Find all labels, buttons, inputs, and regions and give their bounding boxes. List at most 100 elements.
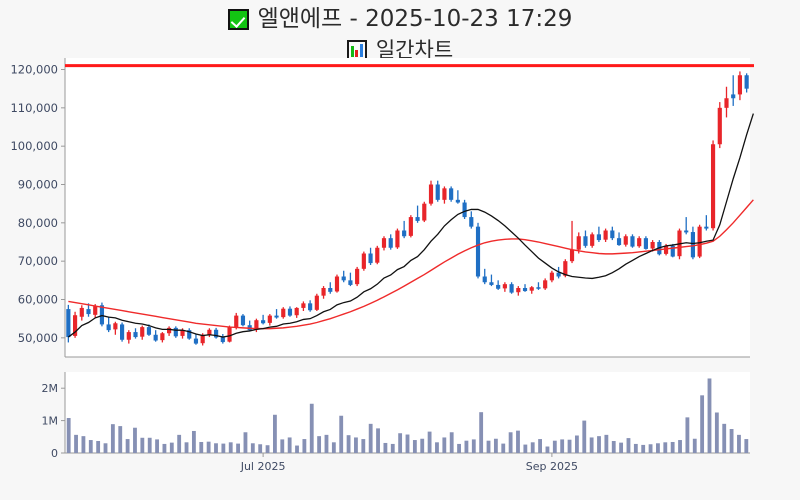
volume-bar [214, 443, 218, 453]
volume-bar [147, 437, 152, 453]
volume-bar [523, 444, 528, 453]
volume-bar [309, 403, 314, 453]
check-icon [227, 8, 249, 30]
title-row: 엘앤에프 - 2025-10-23 17:29 [0, 4, 800, 34]
candle-body [449, 188, 454, 200]
candle-body [227, 327, 232, 342]
candle-body [240, 315, 246, 326]
volume-bar [442, 437, 447, 453]
price-y-tick-label: 120,000 [10, 63, 58, 77]
volume-bar [737, 434, 741, 453]
candle-body [543, 280, 548, 289]
candle-body [200, 334, 205, 344]
candle-body [153, 334, 158, 341]
candle-body [267, 315, 272, 323]
volume-bar [449, 432, 454, 453]
volume-bar [597, 436, 601, 453]
volume-bar [74, 434, 78, 453]
candle-body [193, 338, 199, 344]
volume-bar [479, 412, 484, 453]
price-y-tick-label: 90,000 [18, 178, 58, 192]
candle-body [408, 217, 413, 236]
volume-bar [96, 441, 101, 453]
volume-bar [714, 412, 719, 453]
volume-bar [361, 439, 366, 453]
candle-body [133, 332, 138, 338]
candle-body [596, 234, 601, 241]
volume-bar [457, 443, 461, 453]
volume-y-tick-label: 2M [42, 382, 59, 395]
candle-body [187, 330, 192, 339]
price-y-tick-label: 50,000 [18, 331, 58, 345]
volume-bar [538, 439, 542, 453]
volume-bar [700, 395, 705, 453]
candle-body [274, 315, 279, 318]
candle-body [724, 98, 729, 108]
volume-bar [567, 439, 572, 453]
volume-bar [648, 444, 653, 453]
volume-bar [552, 440, 557, 453]
volume-bar [604, 434, 609, 453]
candle-body [744, 75, 749, 89]
candle-body [261, 320, 266, 324]
volume-bar [331, 442, 336, 453]
candle-body [368, 253, 373, 264]
volume-bar [155, 439, 159, 453]
candle-body [415, 217, 420, 221]
volume-bar [574, 435, 579, 453]
volume-bar [412, 440, 417, 453]
candle-body [113, 323, 118, 330]
candle-body [314, 295, 319, 310]
volume-bar [228, 442, 233, 453]
volume-bar [110, 424, 115, 453]
candle-body [690, 232, 695, 258]
candle-body [489, 282, 494, 285]
volume-bar [420, 438, 425, 453]
candle-body [395, 230, 400, 248]
candle-body [422, 203, 427, 221]
volume-bar [317, 436, 322, 453]
candle-body [670, 245, 675, 257]
candle-body [93, 306, 98, 315]
candle-body [462, 202, 467, 218]
candle-body [522, 288, 528, 292]
candle-body [287, 308, 293, 316]
price-y-tick-label: 110,000 [10, 101, 58, 115]
candle-body [610, 230, 615, 239]
candle-body [308, 303, 313, 311]
ma-long-line [68, 199, 754, 330]
candle-body [590, 234, 595, 246]
candle-body [375, 247, 380, 263]
volume-y-tick-label: 0 [51, 447, 58, 460]
candle-body [710, 144, 716, 229]
candle-body [616, 238, 622, 246]
volume-bar [582, 420, 587, 453]
price-y-tick-label: 60,000 [18, 293, 58, 307]
ma-short-line [67, 113, 754, 338]
volume-bar [685, 417, 690, 453]
volume-bar [66, 418, 71, 453]
volume-bar [258, 444, 263, 453]
volume-bar [133, 427, 137, 453]
volume-bar [493, 438, 498, 453]
candle-body [120, 324, 125, 340]
candlestick-series [66, 71, 749, 346]
volume-bar [405, 434, 410, 453]
candle-body [72, 315, 78, 336]
volume-bar [169, 442, 174, 453]
volume-bar [199, 441, 204, 453]
candle-body [455, 199, 460, 203]
volume-bar [633, 443, 638, 453]
volume-bar [663, 442, 668, 453]
candle-body [99, 305, 105, 325]
candle-body [435, 184, 440, 200]
volume-bar [376, 428, 380, 453]
candle-body [66, 309, 71, 338]
price-y-tick-label: 70,000 [18, 254, 58, 268]
candle-body [469, 217, 474, 227]
candle-body [731, 94, 736, 99]
candle-body [173, 327, 178, 337]
candle-body [536, 287, 541, 289]
volume-bar [265, 445, 270, 453]
